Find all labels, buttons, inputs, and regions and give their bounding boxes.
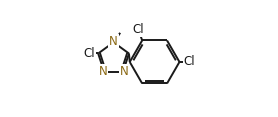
Text: Cl: Cl bbox=[132, 23, 144, 36]
Text: N: N bbox=[109, 35, 118, 48]
Text: N: N bbox=[99, 65, 108, 78]
Text: N: N bbox=[120, 65, 128, 78]
Text: Cl: Cl bbox=[183, 55, 195, 68]
Text: Cl: Cl bbox=[83, 47, 95, 60]
